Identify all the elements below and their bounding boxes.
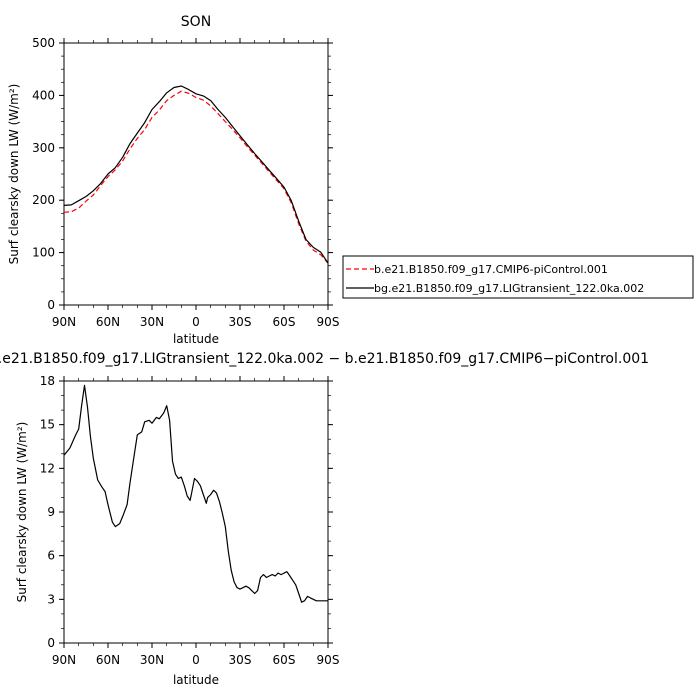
bottom-chart-title: bg.e21.B1850.f09_g17.LIGtransient_122.0k… (0, 351, 649, 367)
y-tick-label: 6 (47, 549, 55, 563)
y-tick-label: 0 (47, 298, 55, 312)
x-tick-label: 0 (192, 315, 200, 329)
x-tick-label: 0 (192, 653, 200, 667)
legend-label-LIGtransient: bg.e21.B1850.f09_g17.LIGtransient_122.0k… (374, 282, 644, 295)
bottom-plot-area (63, 384, 328, 603)
x-tick-label: 30S (229, 315, 252, 329)
y-tick-label: 18 (40, 374, 55, 388)
x-tick-label: 60S (273, 315, 296, 329)
top-chart-title: SON (181, 14, 211, 30)
y-tick-label: 300 (32, 141, 55, 155)
x-tick-label: 30N (140, 653, 164, 667)
y-tick-label: 9 (47, 505, 55, 519)
y-tick-label: 15 (40, 418, 55, 432)
y-tick-label: 200 (32, 193, 55, 207)
top-x-axis-label: latitude (173, 332, 219, 346)
y-tick-label: 12 (40, 461, 55, 475)
y-tick-label: 0 (47, 636, 55, 650)
legend-box (342, 255, 694, 299)
x-tick-label: 90N (52, 653, 76, 667)
y-tick-label: 3 (47, 592, 55, 606)
bottom-plot-frame (63, 380, 329, 644)
bottom-axis-ticks: 0 3 6 9 12 15 18 90N 60N 30N 0 30S 60S 90S (40, 374, 340, 667)
x-tick-label: 90S (317, 653, 340, 667)
bottom-y-axis-label: Surf clearsky down LW (W/m²) (15, 422, 29, 603)
y-tick-label: 100 (32, 246, 55, 260)
y-tick-label: 500 (32, 36, 55, 50)
bottom-x-axis-label: latitude (173, 673, 219, 687)
series-line-difference-0 (63, 384, 328, 603)
series-line-bg-e21-b1850-f09-g17-ligtransient-122-0ka-002 (63, 85, 329, 264)
series-line-b-e21-b1850-f09-g17-cmip6-picontrol-001 (63, 90, 329, 264)
x-tick-label: 60N (96, 315, 120, 329)
top-y-axis-label: Surf clearsky down LW (W/m²) (7, 84, 21, 265)
x-tick-label: 30N (140, 315, 164, 329)
top-plot-area (63, 85, 329, 264)
top-plot-frame (63, 42, 329, 306)
x-tick-label: 60N (96, 653, 120, 667)
x-tick-label: 90S (317, 315, 340, 329)
bottom-panel: bg.e21.B1850.f09_g17.LIGtransient_122.0k… (0, 351, 649, 687)
legend-label-piControl: b.e21.B1850.f09_g17.CMIP6-piControl.001 (374, 263, 608, 276)
x-tick-label: 90N (52, 315, 76, 329)
top-legend: b.e21.B1850.f09_g17.CMIP6-piControl.001 … (342, 255, 694, 299)
top-axis-ticks: 0 100 200 300 400 500 90N 60N 30N 0 30S 60S 90S (32, 36, 339, 329)
x-tick-label: 30S (229, 653, 252, 667)
x-tick-label: 60S (273, 653, 296, 667)
y-tick-label: 400 (32, 88, 55, 102)
